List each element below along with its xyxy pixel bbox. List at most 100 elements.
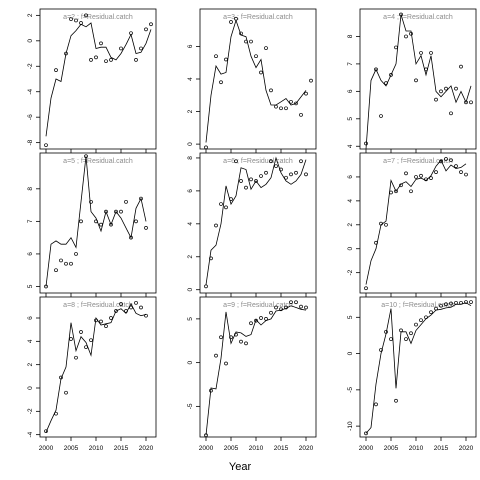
y-tick-label: -4: [27, 431, 34, 437]
observed-point: [44, 429, 48, 434]
observed-point: [244, 341, 248, 346]
observed-point: [469, 300, 473, 304]
observed-point: [79, 219, 83, 224]
observed-point: [449, 111, 453, 116]
observed-point: [104, 209, 108, 214]
panel-frame: [39, 8, 157, 150]
observed-point: [109, 316, 113, 320]
observed-point: [84, 154, 88, 159]
observed-point: [144, 27, 148, 32]
y-tick-label: -5: [347, 387, 354, 393]
observed-point: [64, 390, 68, 395]
observed-point: [449, 301, 453, 306]
fitted-line: [365, 14, 472, 150]
observed-point: [374, 67, 378, 72]
observed-point: [459, 64, 463, 69]
panel-frame: [199, 296, 317, 438]
observed-point: [74, 18, 78, 23]
panel-title: a=3 ; f=Residual.catch: [223, 14, 293, 21]
y-tick-label: -2: [347, 269, 354, 275]
panel-title: a=4 ; f=Residual.catch: [383, 14, 453, 21]
x-tick-label: 2005: [224, 445, 239, 452]
observed-point: [109, 58, 113, 62]
x-tick-label: 2015: [434, 445, 449, 452]
fitted-line: [205, 156, 307, 285]
panel-frame: [359, 296, 477, 438]
observed-point: [264, 317, 268, 321]
observed-point: [84, 345, 88, 350]
fitted-line: [205, 19, 307, 143]
observed-point: [54, 68, 58, 72]
x-tick-label: 2020: [139, 445, 154, 452]
y-tick-label: 6: [187, 189, 194, 193]
panel-6: a=9 ; f=Residual.catch -5 0 5 2000 2005 2010 20…: [187, 296, 317, 452]
observed-point: [124, 199, 128, 204]
y-tick-label: 2: [27, 13, 34, 17]
observed-point: [469, 100, 473, 105]
x-tick-label: 2015: [274, 445, 289, 452]
observed-point: [224, 361, 228, 366]
observed-point: [239, 339, 243, 344]
x-tick-label: 2005: [64, 445, 79, 452]
y-tick-label: 4: [187, 77, 194, 81]
observed-point: [409, 189, 413, 194]
observed-point: [54, 268, 58, 273]
observed-point: [144, 313, 148, 318]
observed-point: [134, 300, 138, 305]
y-tick-label: -8: [27, 139, 34, 145]
observed-point: [294, 101, 298, 106]
y-tick-label: 0: [187, 360, 194, 364]
observed-point: [219, 202, 223, 206]
observed-point: [454, 86, 458, 91]
observed-point: [389, 190, 393, 195]
observed-point: [289, 99, 293, 104]
observed-point: [149, 22, 153, 27]
observed-point: [404, 337, 408, 341]
observed-point: [264, 170, 268, 175]
observed-point: [249, 39, 253, 44]
observed-point: [434, 97, 438, 102]
observed-point: [424, 67, 428, 72]
observed-point: [404, 171, 408, 176]
observed-point: [439, 159, 443, 164]
observed-point: [214, 54, 218, 59]
panel-title: a=10 ; f=Residual.catch: [381, 302, 455, 309]
observed-point: [139, 46, 143, 51]
y-tick-label: 6: [347, 175, 354, 179]
observed-point: [364, 431, 368, 436]
observed-point: [234, 16, 238, 21]
observed-point: [89, 58, 93, 62]
y-tick-label: 4: [27, 339, 34, 343]
observed-point: [99, 222, 103, 227]
y-tick-label: 6: [347, 89, 354, 93]
observed-point: [459, 170, 463, 174]
y-tick-label: 2: [347, 223, 354, 227]
observed-point: [204, 433, 208, 438]
y-tick-label: 5: [187, 317, 194, 321]
x-tick-label: 2010: [409, 445, 424, 452]
y-tick-label: 5: [347, 315, 354, 319]
y-tick-label: -5: [187, 403, 194, 409]
observed-point: [244, 185, 248, 190]
observed-point: [224, 205, 228, 210]
y-tick-label: 4: [187, 222, 194, 226]
observed-point: [94, 318, 98, 323]
observed-point: [134, 58, 138, 62]
panel-2: a=5 ; f=Residual.catch 5 6 7 8: [27, 152, 157, 297]
observed-point: [64, 261, 68, 266]
y-tick-label: 8: [347, 34, 354, 38]
observed-point: [269, 88, 273, 93]
observed-point: [439, 303, 443, 308]
observed-point: [429, 51, 433, 55]
observed-point: [279, 106, 283, 111]
observed-point: [254, 54, 258, 59]
observed-point: [269, 310, 273, 315]
observed-point: [89, 338, 93, 343]
observed-point: [284, 175, 288, 180]
observed-point: [94, 219, 98, 224]
fitted-line: [45, 156, 147, 287]
observed-point: [249, 177, 253, 182]
observed-point: [129, 235, 133, 240]
observed-point: [69, 17, 73, 22]
